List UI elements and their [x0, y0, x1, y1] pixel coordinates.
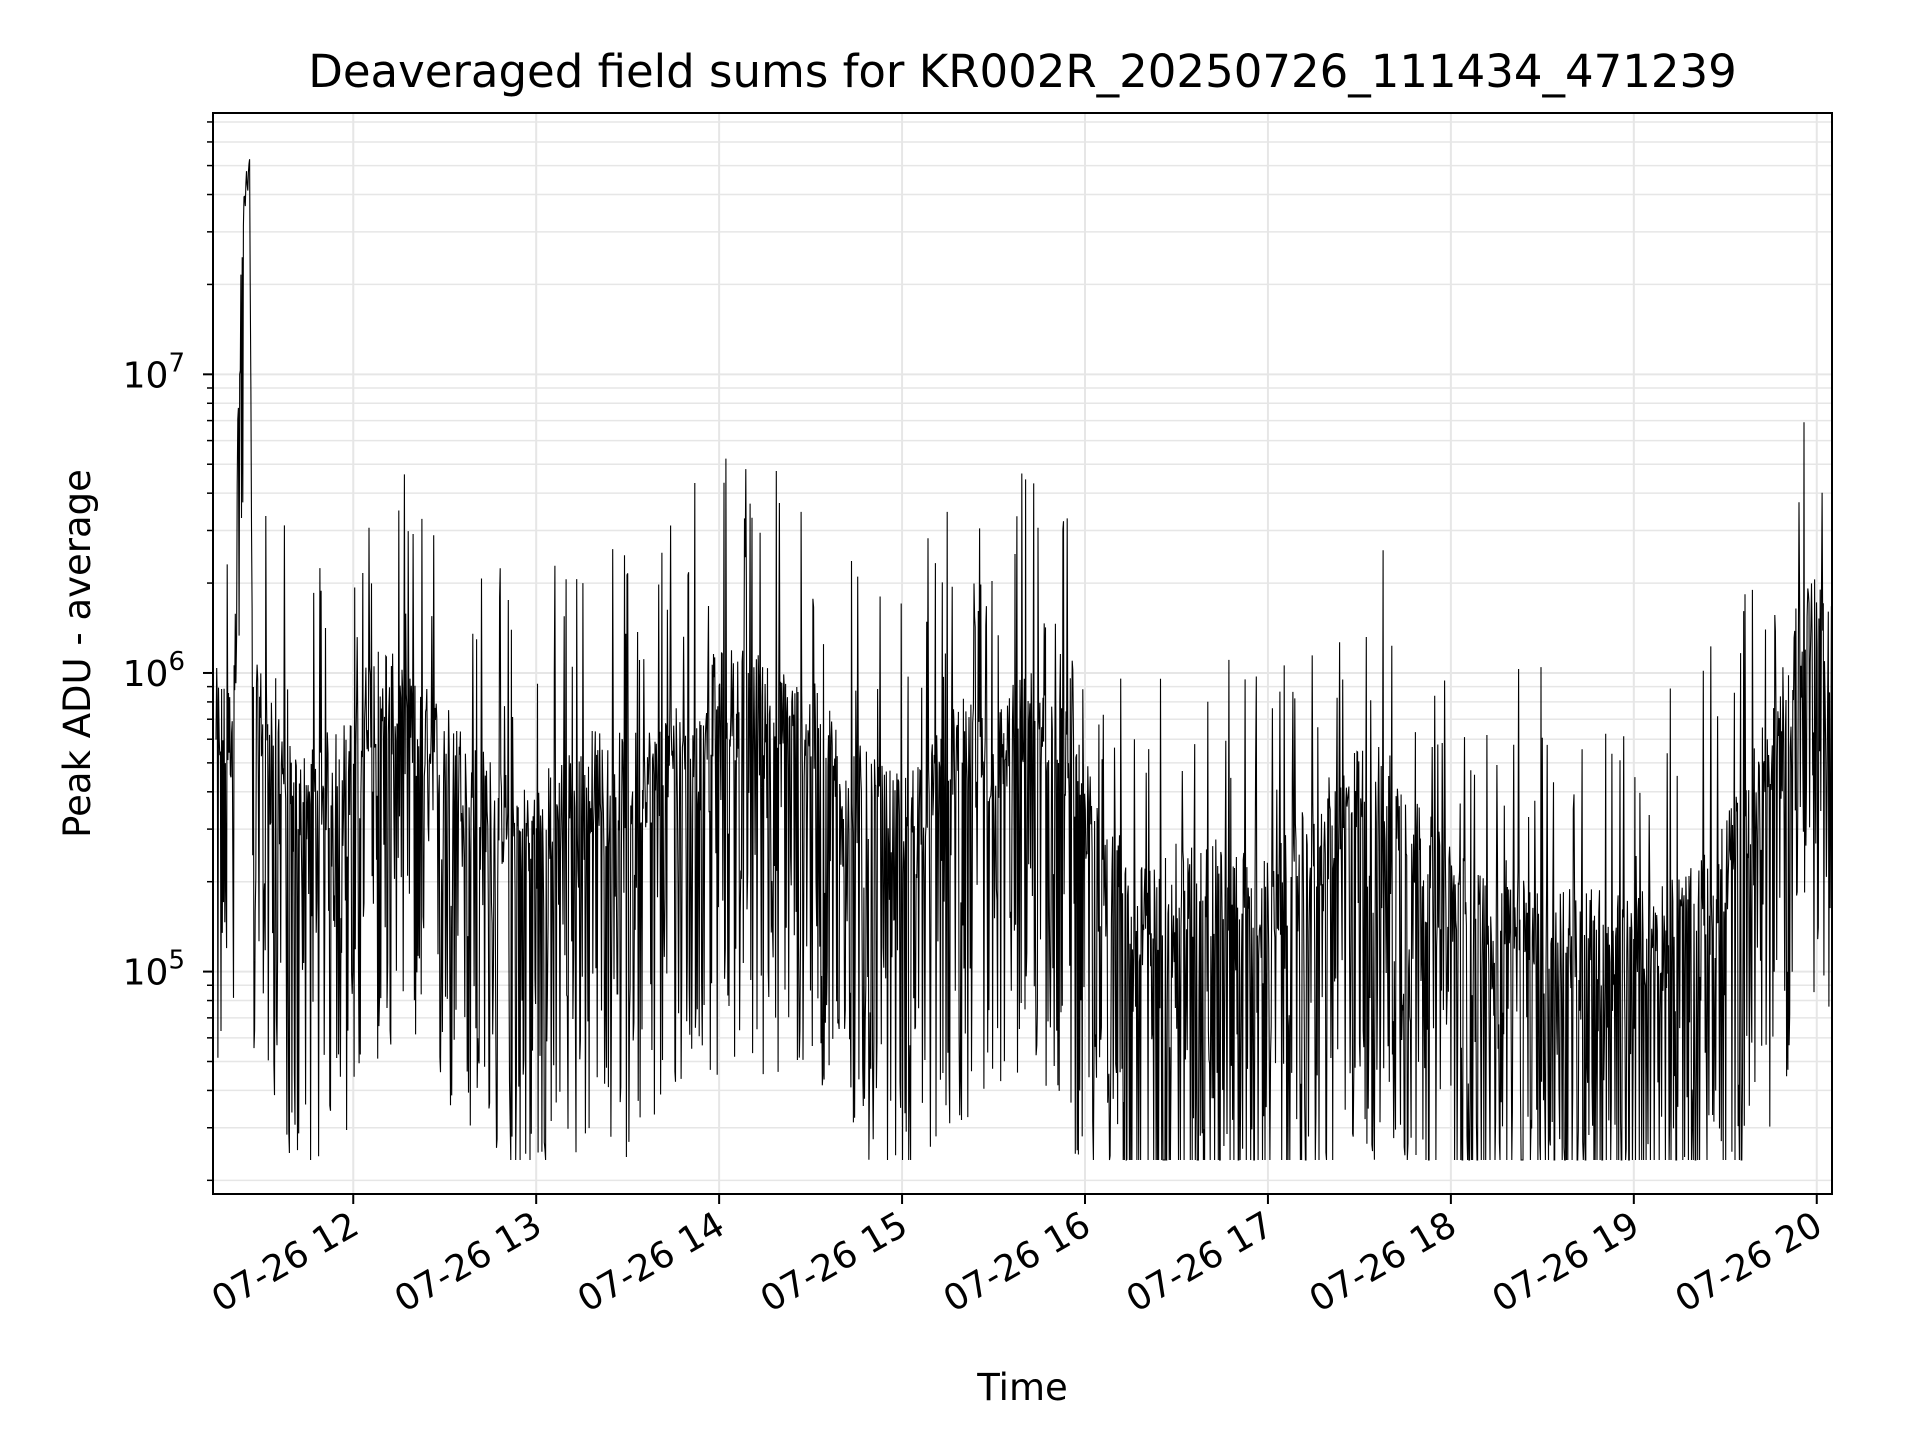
y-tick-label: 105	[123, 946, 185, 994]
y-axis-label: Peak ADU - average	[56, 469, 99, 838]
y-tick-label-base: 10	[123, 654, 169, 695]
y-tick-label-exponent: 6	[168, 647, 185, 677]
grid-layer	[213, 113, 1832, 1194]
y-tick-label-base: 10	[123, 355, 169, 396]
chart-title: Deaveraged field sums for KR002R_2025072…	[308, 45, 1737, 98]
series-layer	[215, 159, 1833, 1162]
x-axis-label: Time	[976, 1366, 1068, 1409]
series-line	[215, 159, 1833, 1162]
plot-frame	[212, 112, 1833, 1195]
y-tick-label-base: 10	[123, 953, 169, 994]
y-tick-label-exponent: 7	[168, 348, 185, 378]
y-tick-label: 106	[123, 647, 185, 695]
y-tick-label-exponent: 5	[168, 946, 185, 976]
y-tick-label: 107	[123, 348, 185, 396]
